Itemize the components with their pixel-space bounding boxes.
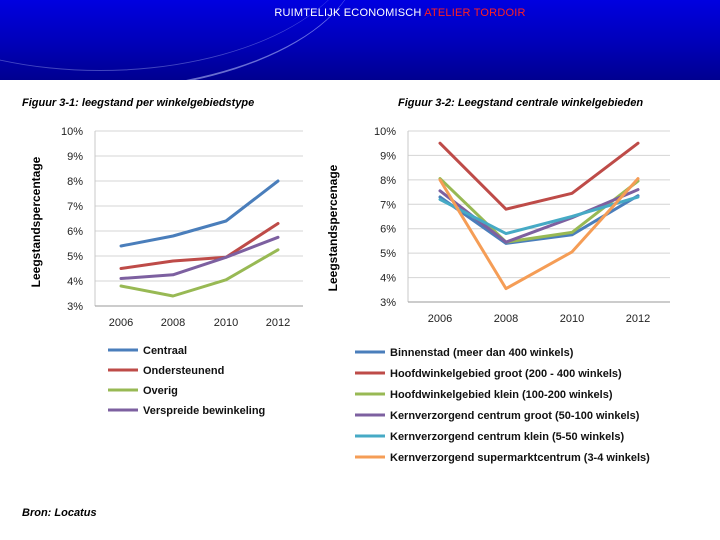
- chart-2-xtick-label: 2010: [560, 313, 584, 325]
- chart-2-legend-label: Binnenstad (meer dan 400 winkels): [390, 347, 574, 359]
- chart-2-xtick-label: 2012: [626, 313, 650, 325]
- chart-2-xtick-label: 2008: [494, 313, 518, 325]
- chart-2-ytick-label: 8%: [380, 175, 396, 187]
- chart-1-ytick-label: 10%: [61, 126, 83, 138]
- chart-1-series-line-4: [119, 235, 280, 280]
- chart-2-series-line-6: [438, 177, 640, 291]
- chart-1-xtick-label: 2008: [161, 317, 185, 329]
- chart-1-xtick-label: 2012: [266, 317, 290, 329]
- chart-1-legend-label: Overig: [143, 385, 178, 397]
- chart-2-ytick-label: 3%: [380, 297, 396, 309]
- chart-1-title: Figuur 3-1: leegstand per winkelgebiedst…: [22, 97, 255, 109]
- chart-2-ytick-label: 5%: [380, 248, 396, 260]
- chart-2-ylabel: Leegstandspercenage: [326, 164, 340, 291]
- chart-1-ytick-label: 8%: [67, 176, 83, 188]
- chart-1-xtick-label: 2006: [109, 317, 133, 329]
- chart-2-legend-label: Kernverzorgend centrum groot (50-100 win…: [390, 410, 640, 422]
- chart-2-legend-label: Kernverzorgend centrum klein (5-50 winke…: [390, 431, 624, 443]
- header-banner: RUIMTELIJK ECONOMISCH ATELIER TORDOIR: [0, 0, 720, 80]
- chart-1-ytick-label: 4%: [67, 276, 83, 288]
- chart-1-series-line-3: [119, 248, 280, 298]
- chart-2-title: Figuur 3-2: Leegstand centrale winkelgeb…: [398, 97, 644, 109]
- chart-1-legend-label: Centraal: [143, 345, 187, 357]
- chart-2-series-line-2: [438, 141, 640, 211]
- chart-1-series-line-2: [119, 222, 280, 270]
- chart-1-xtick-label: 2010: [214, 317, 238, 329]
- chart-2-legend-label: Hoofdwinkelgebied groot (200 - 400 winke…: [390, 368, 622, 380]
- chart-1-legend-label: Ondersteunend: [143, 365, 224, 377]
- chart-2-ytick-label: 6%: [380, 224, 396, 236]
- chart-1-ytick-label: 5%: [67, 251, 83, 263]
- chart-2-series-line-5: [438, 195, 640, 236]
- chart-1-ytick-label: 9%: [67, 151, 83, 163]
- chart-2-xtick-label: 2006: [428, 313, 452, 325]
- chart-2-ytick-label: 4%: [380, 273, 396, 285]
- chart-1-series-line-1: [119, 179, 280, 248]
- chart-2-ytick-label: 7%: [380, 199, 396, 211]
- chart-2-legend-label: Hoofdwinkelgebied klein (100-200 winkels…: [390, 389, 613, 401]
- chart-2-ytick-label: 9%: [380, 150, 396, 162]
- source-note: Bron: Locatus: [22, 507, 97, 519]
- chart-2-ytick-label: 10%: [374, 126, 396, 138]
- chart-1-ytick-label: 6%: [67, 226, 83, 238]
- chart-1-ytick-label: 7%: [67, 201, 83, 213]
- chart-2-legend-label: Kernverzorgend supermarktcentrum (3-4 wi…: [390, 452, 650, 464]
- banner-title: RUIMTELIJK ECONOMISCH ATELIER TORDOIR: [0, 7, 720, 19]
- chart-1-ylabel: Leegstandspercentage: [29, 156, 43, 287]
- banner-title-accent: ATELIER TORDOIR: [424, 7, 526, 19]
- chart-1-ytick-label: 3%: [67, 301, 83, 313]
- chart-1-legend-label: Verspreide bewinkeling: [143, 405, 265, 417]
- banner-title-primary: RUIMTELIJK ECONOMISCH: [274, 7, 425, 19]
